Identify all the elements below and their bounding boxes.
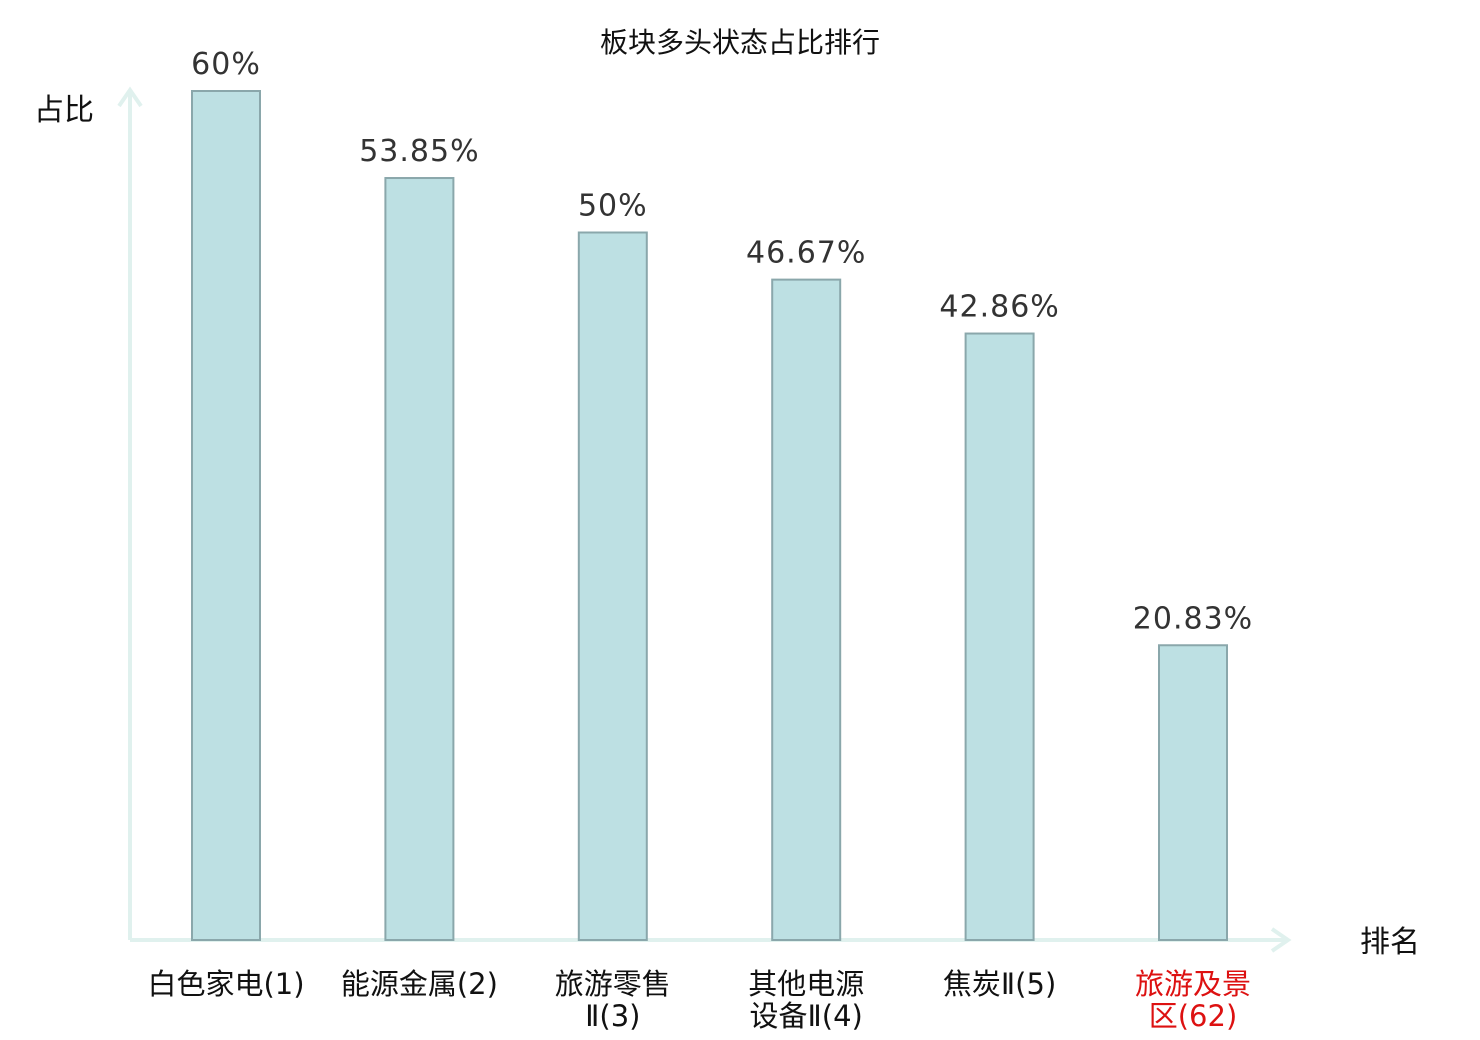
category-label-line: Ⅱ(3) [585, 999, 640, 1033]
value-label-1: 60% [191, 47, 261, 82]
x-axis [130, 927, 1292, 953]
category-label-line: 能源金属(2) [341, 967, 498, 1001]
bar-4 [771, 278, 842, 941]
bar-2 [384, 177, 455, 941]
category-label-line: 白色家电(1) [147, 967, 304, 1001]
category-label-3: 旅游零售 Ⅱ(3) [555, 967, 671, 1033]
y-axis-arrow-icon [117, 86, 143, 108]
category-label-line: 其他电源 [748, 967, 864, 1001]
category-label-line: 区(62) [1149, 999, 1238, 1033]
value-label-4: 46.67% [746, 236, 866, 271]
value-label-6: 20.83% [1133, 601, 1253, 636]
category-label-2: 能源金属(2) [341, 967, 498, 1001]
bar-3 [577, 231, 648, 941]
x-axis-arrow-icon [1270, 927, 1292, 953]
category-label-line: 焦炭Ⅱ(5) [943, 967, 1056, 1001]
category-labels: 白色家电(1) 能源金属(2) 旅游零售 Ⅱ(3) 其他电源设备Ⅱ(4) 焦炭Ⅱ(5) 旅游… [147, 967, 1251, 1033]
y-axis [117, 86, 143, 940]
value-label-3: 50% [578, 189, 648, 224]
value-label-5: 42.86% [939, 290, 1059, 325]
y-axis-label: 占比 [34, 93, 94, 128]
chart-title: 板块多头状态占比排行 [600, 26, 880, 59]
category-label-line: 旅游零售 [555, 967, 671, 1001]
category-label-1: 白色家电(1) [147, 967, 304, 1001]
bar-series [191, 90, 1228, 941]
bar-5 [964, 332, 1035, 941]
value-labels: 60% 53.85% 50% 46.67% 42.86% 20.83% [191, 47, 1253, 636]
category-label-5: 焦炭Ⅱ(5) [943, 967, 1056, 1001]
category-label-4: 其他电源设备Ⅱ(4) [748, 967, 864, 1033]
bar-6 [1158, 644, 1228, 941]
category-label-6: 旅游及景区(62) [1135, 967, 1251, 1033]
value-label-2: 53.85% [359, 134, 479, 169]
category-label-line: 旅游及景 [1135, 967, 1251, 1001]
category-label-line: 设备Ⅱ(4) [750, 999, 863, 1033]
x-axis-label: 排名 [1360, 925, 1420, 960]
bar-1 [191, 90, 261, 941]
